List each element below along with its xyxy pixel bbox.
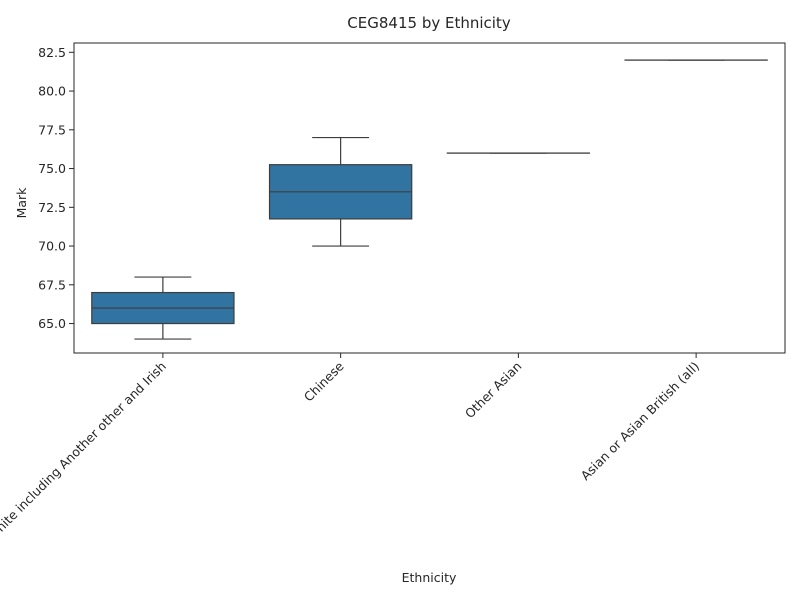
x-axis-label: Ethnicity (402, 570, 457, 585)
y-axis-label: Mark (14, 187, 29, 219)
y-tick-label: 80.0 (38, 84, 66, 99)
y-tick-label: 77.5 (38, 122, 66, 137)
y-tick-label: 72.5 (38, 200, 66, 215)
x-tick-label: Chinese (301, 358, 347, 404)
y-tick-label: 75.0 (38, 161, 66, 176)
y-tick-label: 65.0 (38, 316, 66, 331)
y-tick-label: 70.0 (38, 239, 66, 254)
plot-frame (73, 42, 786, 354)
chart-title: CEG8415 by Ethnicity (347, 14, 511, 32)
x-tick-label: Other Asian (462, 359, 525, 422)
x-tick-label: White including Another other and Irish (0, 359, 169, 544)
y-tick-label: 67.5 (38, 277, 66, 292)
y-tick-label: 82.5 (38, 45, 66, 60)
x-tick-label: Asian or Asian British (all) (578, 359, 703, 484)
